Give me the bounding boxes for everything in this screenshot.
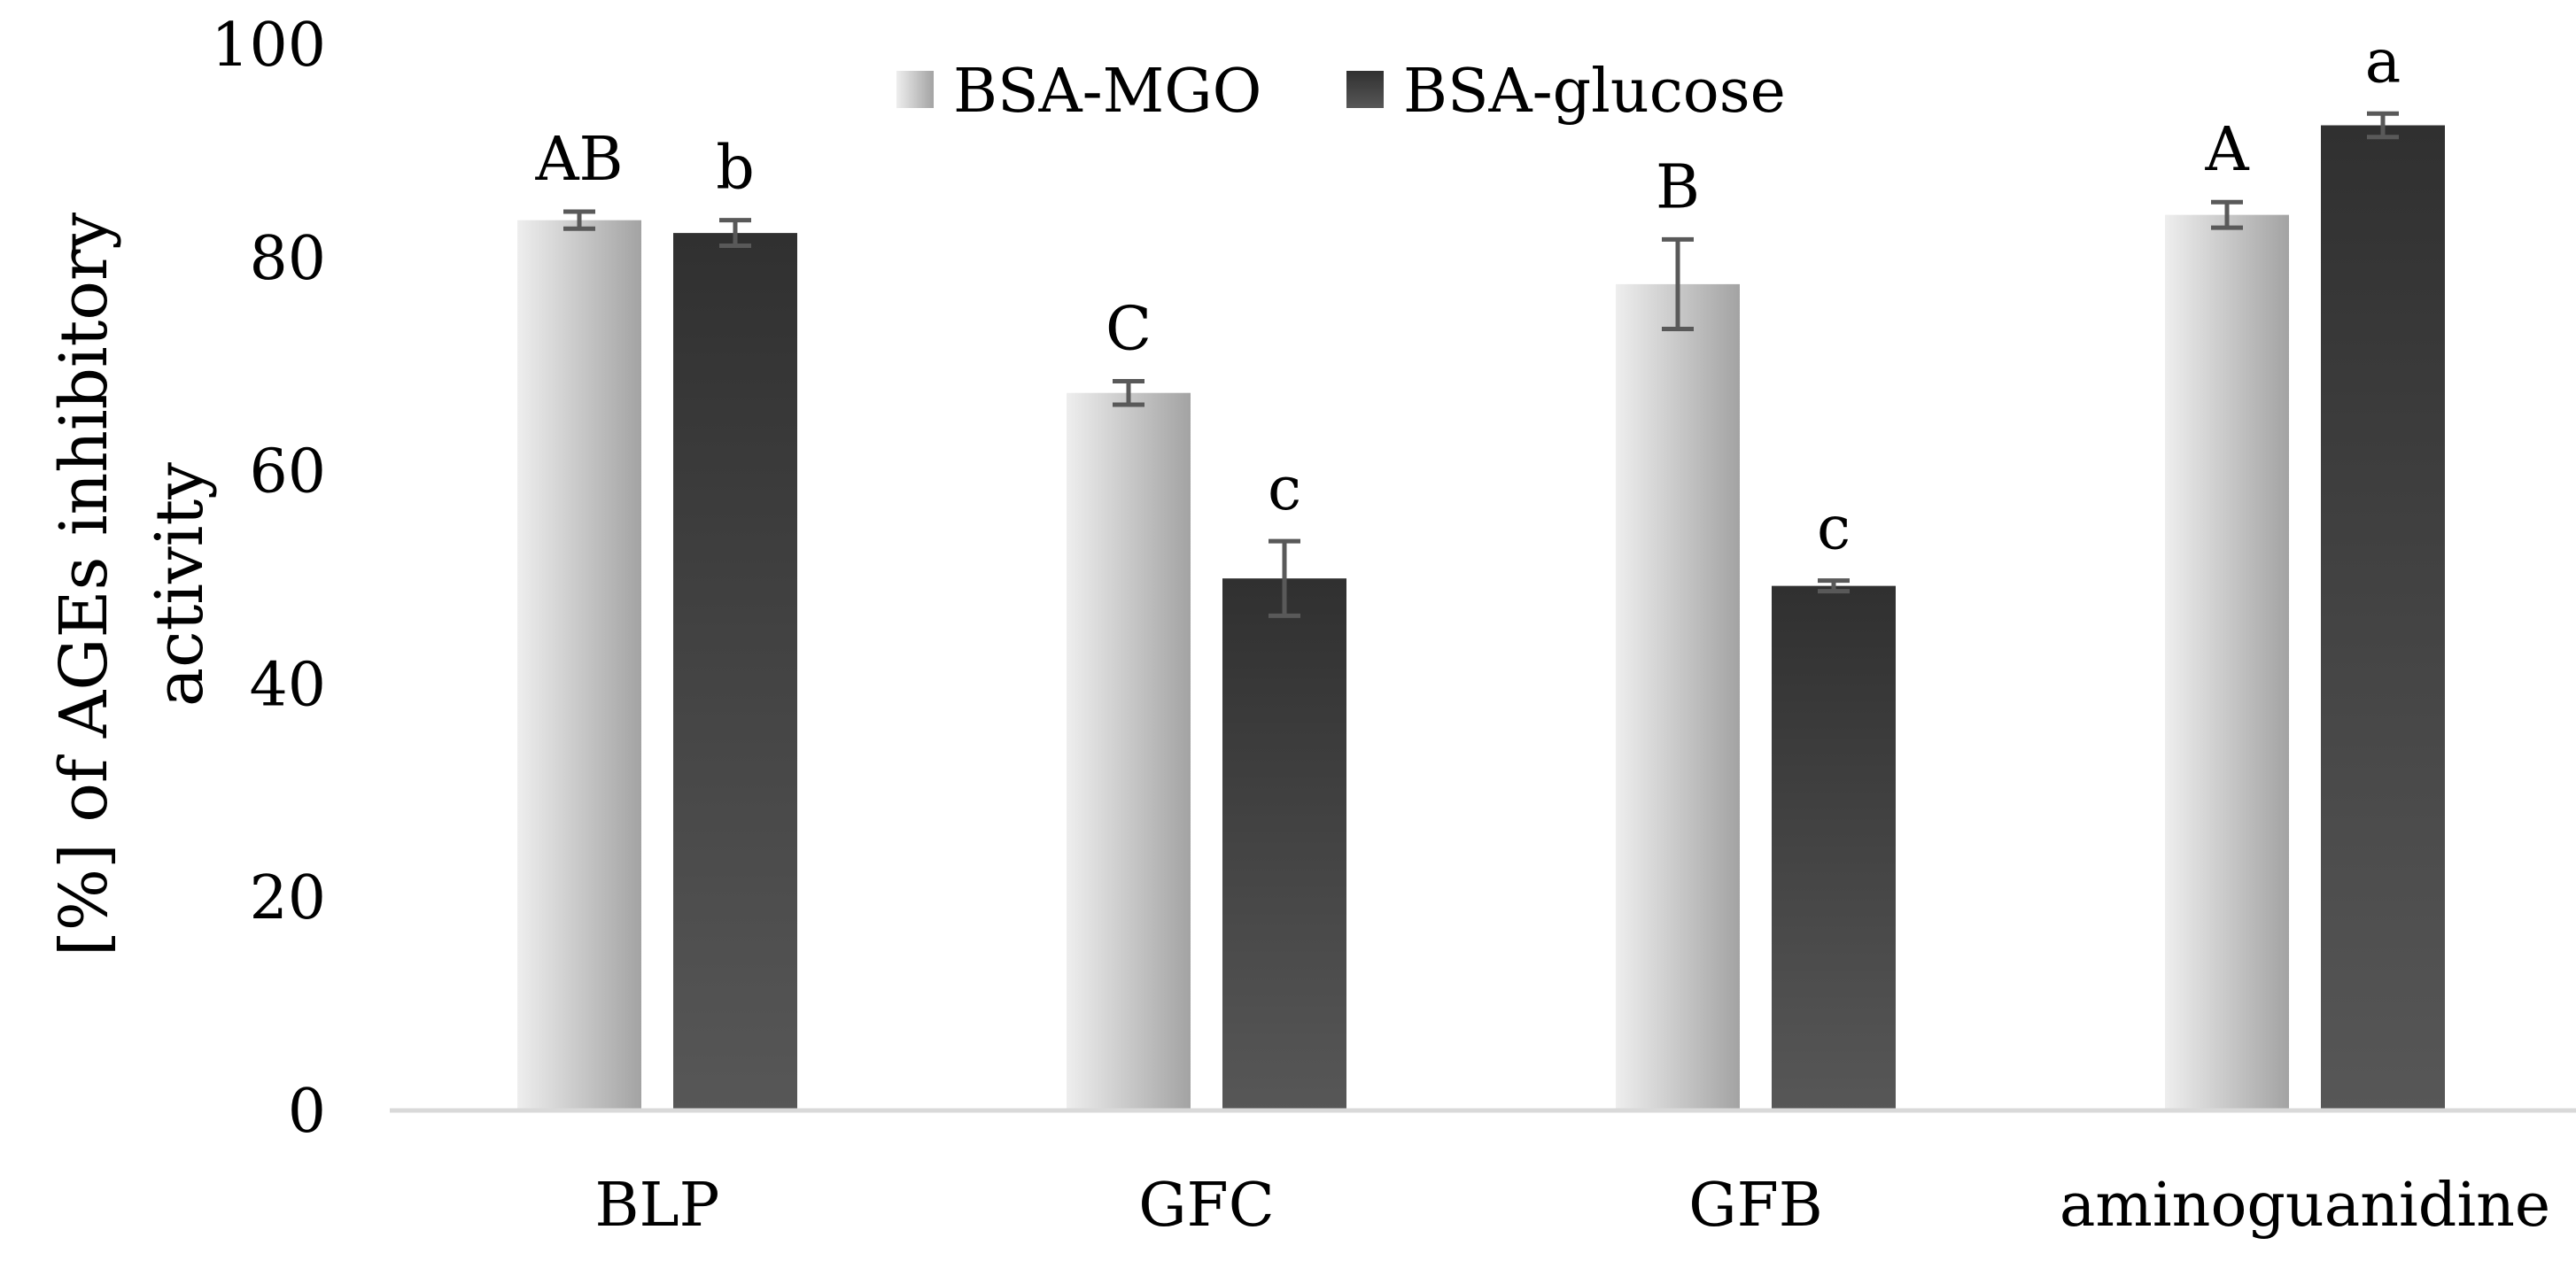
bar-gfb-bsa-glucose: [1772, 585, 1896, 1110]
category-labels: BLP GFC GFB aminoguanidine: [595, 1171, 2551, 1241]
y-tick-label-60: 60: [249, 437, 326, 507]
bar-blp-bsa-mgo: [517, 220, 641, 1110]
legend: BSA-MGO BSA-glucose: [896, 57, 1786, 127]
bar-aminoguanidine-bsa-mgo: [2165, 214, 2289, 1110]
significance-label-gfc-bsa-glucose: c: [1268, 454, 1301, 524]
bar-gfb-bsa-mgo: [1616, 283, 1740, 1110]
significance-label-blp-bsa-mgo: AB: [534, 125, 623, 195]
significance-labels: AB b Cc Bc Aa: [534, 27, 2401, 563]
category-label-gfc: GFC: [1138, 1171, 1275, 1241]
legend-label-bsa-mgo: BSA-MGO: [953, 57, 1261, 127]
bar-gfc-bsa-glucose: [1222, 578, 1346, 1110]
bar-blp-bsa-glucose: [673, 233, 797, 1110]
bars: [517, 125, 2445, 1110]
legend-swatch-bsa-mgo: [896, 71, 934, 108]
significance-label-gfb-bsa-mgo: B: [1656, 152, 1700, 222]
error-bar-blp-bsa-glucose: [719, 218, 751, 249]
bar-gfc-bsa-mgo: [1067, 392, 1191, 1110]
error-bar-aminoguanidine-bsa-mgo: [2211, 199, 2243, 230]
category-label-gfb: GFB: [1688, 1171, 1822, 1241]
legend-label-bsa-glucose: BSA-glucose: [1403, 57, 1786, 127]
y-tick-label-80: 80: [249, 224, 326, 294]
significance-label-aminoguanidine-bsa-mgo: A: [2204, 115, 2249, 185]
error-bar-gfb-bsa-mgo: [1662, 236, 1694, 331]
error-bars: [563, 111, 2399, 618]
error-bar-gfc-bsa-mgo: [1113, 378, 1144, 407]
y-tick-label-40: 40: [249, 650, 326, 720]
bar-aminoguanidine-bsa-glucose: [2321, 125, 2445, 1110]
y-tick-label-100: 100: [211, 11, 326, 81]
y-tick-label-0: 0: [288, 1077, 326, 1147]
significance-label-gfb-bsa-glucose: c: [1817, 494, 1851, 564]
error-bar-aminoguanidine-bsa-glucose: [2367, 111, 2399, 140]
y-axis-ticks: 0 20 40 60 80 100: [211, 11, 326, 1147]
error-bar-blp-bsa-mgo: [563, 209, 595, 231]
legend-swatch-bsa-glucose: [1346, 71, 1384, 108]
significance-label-aminoguanidine-bsa-glucose: a: [2365, 27, 2401, 97]
y-tick-label-20: 20: [249, 863, 326, 933]
error-bar-gfc-bsa-glucose: [1269, 538, 1300, 618]
category-label-aminoguanidine: aminoguanidine: [2060, 1171, 2550, 1241]
y-axis-label-line-2: activity: [142, 462, 218, 707]
y-axis-label-line-1: [%] of AGEs inhibitory: [46, 213, 122, 956]
significance-label-blp-bsa-glucose: b: [716, 134, 755, 204]
error-bar-gfb-bsa-glucose: [1818, 578, 1850, 594]
y-axis-label: [%] of AGEs inhibitory activity: [46, 213, 218, 956]
significance-label-gfc-bsa-mgo: C: [1106, 294, 1152, 364]
category-label-blp: BLP: [595, 1171, 720, 1241]
